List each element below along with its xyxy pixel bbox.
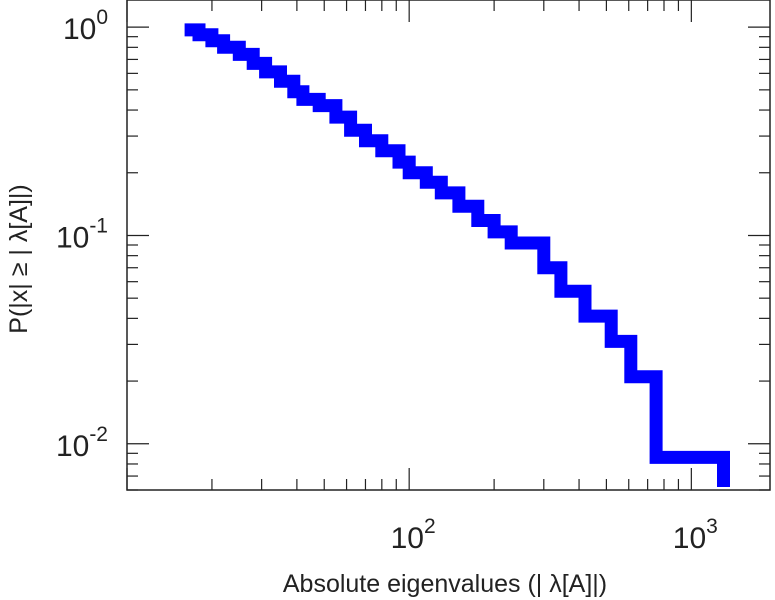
- y-tick-label-base: 10: [56, 221, 89, 254]
- x-tick-label-exponent: 2: [424, 515, 436, 538]
- x-tick-label-base: 10: [391, 522, 424, 555]
- x-tick-label: 102: [391, 515, 436, 555]
- plot-area-frame: [126, 0, 771, 491]
- x-axis-ticks: [126, 0, 692, 490]
- x-axis-title: Absolute eigenvalues (| λ[A]|): [283, 570, 607, 598]
- x-tick-label: 103: [673, 515, 718, 555]
- y-tick-label-exponent: -2: [89, 423, 108, 446]
- y-tick-label-exponent: -1: [89, 214, 108, 237]
- y-axis-title: P(|x| ≥ | λ[A]|): [5, 184, 33, 333]
- x-tick-label-exponent: 3: [706, 515, 718, 538]
- y-axis-ticks: [127, 26, 770, 491]
- series-line: [184, 23, 730, 487]
- y-tick-label: 10-2: [56, 423, 108, 463]
- series-layer: [184, 23, 730, 487]
- y-tick-label: 10-1: [56, 214, 108, 254]
- x-tick-label-base: 10: [673, 522, 706, 555]
- y-tick-label-exponent: 0: [96, 6, 108, 29]
- y-tick-label: 100: [63, 6, 108, 46]
- y-tick-label-base: 10: [63, 13, 96, 46]
- y-tick-label-base: 10: [56, 430, 89, 463]
- x-axis-tick-labels: 102 103: [391, 515, 718, 555]
